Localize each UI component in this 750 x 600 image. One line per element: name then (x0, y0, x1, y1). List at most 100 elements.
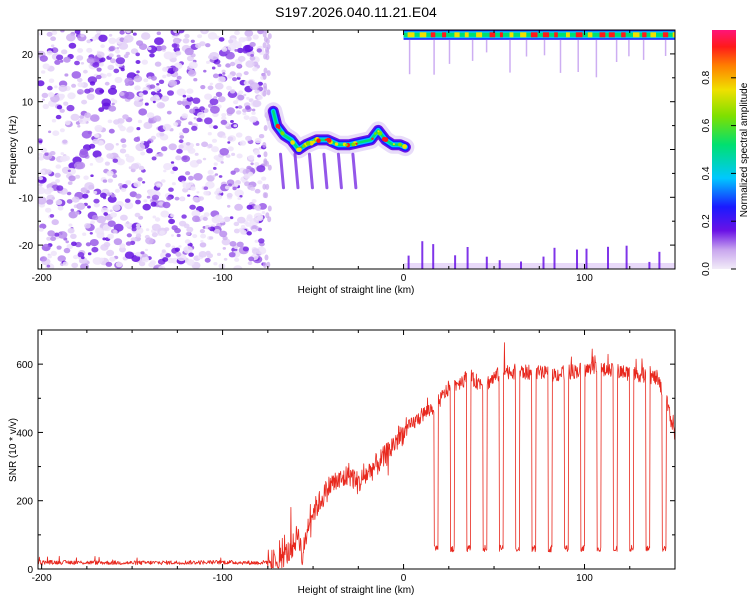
noise-speck (111, 102, 115, 106)
noise-speck (179, 135, 185, 139)
noise-speck (56, 54, 64, 61)
noise-speck (106, 72, 112, 77)
noise-speck (171, 257, 179, 264)
noise-speck (222, 72, 226, 75)
y-tick-label: 0 (27, 146, 33, 157)
noise-speck (115, 57, 125, 65)
noise-speck (229, 61, 236, 67)
noise-speck (251, 248, 260, 255)
noise-speck (66, 33, 76, 42)
noise-speck (110, 212, 117, 218)
noise-speck (218, 175, 223, 178)
noise-speck (209, 98, 219, 106)
noise-speck (119, 243, 126, 249)
noise-speck (204, 117, 213, 125)
noise-speck (119, 30, 125, 35)
noise-region (38, 30, 272, 269)
snr-x-label: Height of straight line (km) (298, 585, 415, 596)
noise-speck (208, 54, 214, 60)
noise-speck (196, 117, 202, 123)
noise-speck (138, 165, 145, 171)
noise-speck (77, 252, 85, 258)
noise-edge-speck (267, 164, 272, 171)
noise-speck (51, 44, 55, 48)
carrier-hotspot (464, 32, 469, 38)
noise-speck (177, 175, 187, 183)
noise-speck (178, 220, 187, 227)
noise-speck (232, 186, 237, 191)
noise-speck (47, 187, 54, 193)
noise-speck (138, 108, 148, 116)
noise-speck (163, 169, 167, 173)
noise-speck (173, 122, 179, 127)
spectrogram-x-ticks: -200 -100 0 100 (32, 30, 676, 284)
noise-speck (258, 134, 265, 139)
carrier-hotspot (672, 32, 675, 38)
noise-speck (89, 163, 94, 166)
noise-speck (141, 59, 148, 65)
noise-speck (135, 193, 142, 199)
noise-speck (193, 78, 198, 82)
noise-speck (214, 229, 221, 234)
y-tick-label: 0 (27, 565, 33, 576)
noise-speck (233, 228, 240, 234)
noise-speck (175, 50, 182, 56)
noise-speck (138, 261, 146, 267)
trace-hotspot (351, 142, 356, 147)
noise-speck (60, 49, 68, 55)
noise-speck (76, 202, 86, 210)
noise-edge-speck (262, 31, 267, 38)
trace-streak (351, 152, 358, 190)
snr-y-label: SNR (10 * v/v) (8, 418, 19, 482)
noise-speck (158, 79, 165, 85)
noise-speck (38, 196, 47, 205)
noise-speck (158, 265, 166, 269)
noise-speck (152, 100, 156, 104)
noise-speck (251, 111, 256, 115)
noise-speck (158, 201, 164, 206)
noise-speck (116, 47, 120, 50)
noise-speck (63, 155, 70, 161)
noise-speck (113, 229, 118, 234)
noise-speck (135, 199, 141, 205)
noise-speck (81, 99, 88, 105)
noise-speck (189, 108, 196, 114)
noise-speck (120, 67, 125, 72)
trace-hotspot (355, 142, 358, 145)
noise-edge-speck (267, 33, 272, 40)
noise-speck (238, 90, 244, 95)
noise-speck (230, 120, 234, 123)
noise-speck (204, 257, 211, 263)
noise-edge-speck (266, 70, 271, 77)
noise-speck (135, 143, 146, 152)
noise-speck (133, 181, 141, 188)
noise-speck (124, 91, 135, 100)
noise-speck (215, 82, 224, 90)
noise-speck (160, 210, 170, 218)
noise-speck (150, 201, 157, 207)
noise-speck (124, 201, 134, 210)
noise-speck (98, 107, 105, 112)
noise-speck (176, 75, 182, 80)
trace-hotspot (392, 143, 395, 146)
carrier-hotspot (499, 32, 503, 38)
noise-speck (203, 69, 207, 73)
noise-speck (162, 123, 172, 131)
noise-speck (251, 199, 257, 203)
noise-speck (143, 121, 153, 129)
carrier-hotspot (621, 32, 626, 38)
noise-speck (174, 227, 181, 234)
noise-speck (197, 34, 203, 39)
noise-speck (123, 34, 134, 43)
noise-speck (243, 80, 250, 86)
carrier-hotspot (530, 32, 538, 38)
x-tick-label: -100 (213, 273, 233, 284)
noise-speck (245, 222, 252, 227)
noise-speck (95, 227, 104, 235)
noise-speck (227, 136, 234, 142)
noise-speck (178, 132, 184, 136)
noise-speck (41, 92, 49, 98)
noise-speck (145, 228, 150, 232)
noise-speck (56, 105, 63, 110)
noise-speck (134, 86, 139, 90)
